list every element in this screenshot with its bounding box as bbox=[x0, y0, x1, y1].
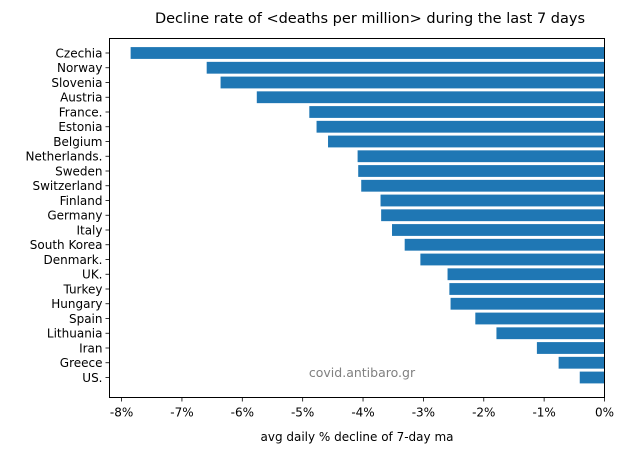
bar bbox=[256, 91, 605, 104]
y-tick-label: France. bbox=[59, 105, 103, 119]
y-tick-label: Belgium bbox=[53, 135, 102, 149]
bar bbox=[316, 120, 605, 133]
bar bbox=[220, 76, 605, 89]
x-tick-label: -2% bbox=[472, 406, 495, 420]
y-tick-label: Switzerland bbox=[33, 179, 103, 193]
x-tick-label: -8% bbox=[110, 406, 133, 420]
bar bbox=[536, 342, 605, 354]
y-tick-label: Sweden bbox=[55, 164, 102, 178]
plot-frame bbox=[109, 38, 605, 398]
y-tick-label: Hungary bbox=[51, 297, 102, 311]
bar bbox=[130, 47, 605, 59]
x-tick-label: -1% bbox=[532, 406, 555, 420]
bar bbox=[381, 209, 605, 222]
x-tick-label: -4% bbox=[351, 406, 374, 420]
y-axis-ticks: CzechiaNorwaySloveniaAustriaFrance.Eston… bbox=[26, 46, 110, 385]
y-tick-label: Finland bbox=[60, 194, 103, 208]
bar bbox=[206, 61, 605, 74]
bar bbox=[420, 253, 605, 266]
y-tick-label: Slovenia bbox=[51, 76, 102, 90]
bar bbox=[358, 165, 605, 177]
y-tick-label: Estonia bbox=[58, 120, 102, 134]
bar bbox=[309, 106, 605, 118]
y-tick-label: Netherlands. bbox=[26, 150, 103, 164]
y-tick-label: UK. bbox=[82, 268, 102, 282]
bar bbox=[380, 194, 605, 207]
y-tick-label: South Korea bbox=[30, 238, 103, 252]
bar bbox=[558, 356, 605, 369]
y-tick-label: Lithuania bbox=[47, 327, 103, 341]
bar bbox=[475, 312, 605, 325]
bar bbox=[404, 238, 605, 251]
y-tick-label: Austria bbox=[60, 91, 102, 105]
y-tick-label: Norway bbox=[57, 61, 103, 75]
y-tick-label: Iran bbox=[79, 341, 102, 355]
y-tick-label: US. bbox=[82, 371, 102, 385]
y-tick-label: Spain bbox=[69, 312, 103, 326]
y-tick-label: Czechia bbox=[56, 46, 103, 60]
watermark-annotation: covid.antibaro.gr bbox=[309, 365, 416, 380]
y-tick-label: Turkey bbox=[62, 282, 102, 296]
bar bbox=[447, 268, 605, 281]
x-tick-label: 0% bbox=[595, 406, 614, 420]
bar bbox=[496, 327, 605, 340]
bar bbox=[357, 150, 605, 163]
y-tick-label: Italy bbox=[76, 223, 102, 237]
bar bbox=[579, 371, 605, 384]
y-tick-label: Germany bbox=[47, 209, 102, 223]
chart-title: Decline rate of <deaths per million> dur… bbox=[155, 11, 585, 27]
y-tick-label: Greece bbox=[60, 356, 103, 370]
x-tick-label: -5% bbox=[291, 406, 314, 420]
x-tick-label: -3% bbox=[412, 406, 435, 420]
y-tick-label: Denmark. bbox=[44, 253, 103, 267]
x-axis-ticks: -8% -7% -6% -5% -4% -3% -2% -1% 0% bbox=[110, 397, 614, 420]
bar bbox=[392, 224, 605, 236]
bars-group bbox=[130, 47, 605, 384]
bar bbox=[361, 179, 605, 192]
bar bbox=[328, 135, 605, 148]
x-tick-label: -7% bbox=[170, 406, 193, 420]
x-axis-label: avg daily % decline of 7-day ma bbox=[260, 430, 453, 444]
x-tick-label: -6% bbox=[231, 406, 254, 420]
bar bbox=[449, 283, 605, 295]
bar bbox=[450, 297, 605, 310]
